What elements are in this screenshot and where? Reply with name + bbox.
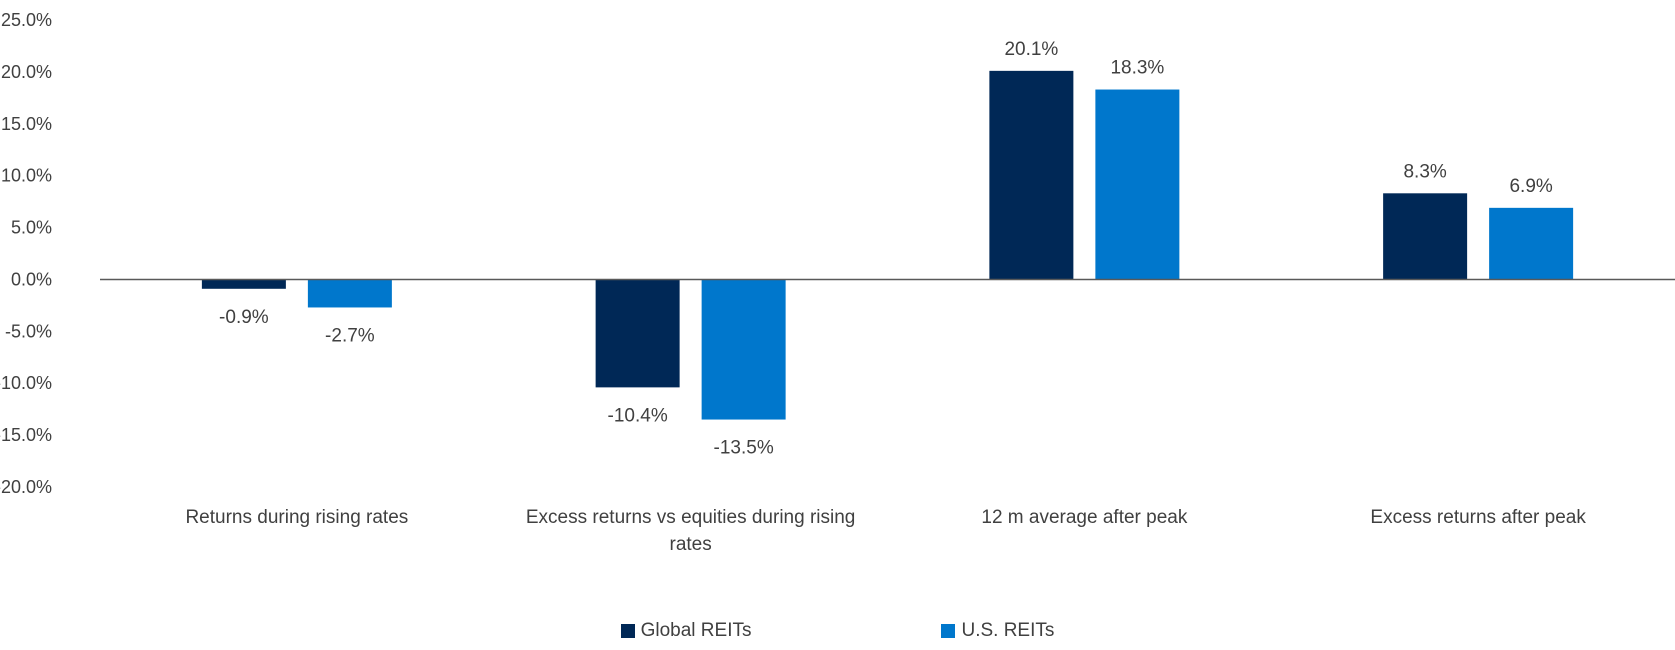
- data-label: -2.7%: [325, 325, 375, 346]
- y-tick-label: -5.0%: [5, 321, 52, 341]
- legend-item-global-reits: Global REITs: [620, 620, 752, 642]
- x-category-label: Returns during rising rates: [185, 507, 408, 528]
- bar-chart: 25.0% 20.0% 15.0% 10.0% 5.0% 0.0% -5.0% -10.0% -…: [0, 10, 1675, 555]
- bar: [701, 279, 786, 420]
- bar: [1383, 193, 1468, 280]
- y-tick-label: 25.0%: [1, 10, 52, 30]
- x-category-label: Excess returns vs equities during rising: [526, 507, 855, 528]
- data-label: -0.9%: [219, 307, 269, 328]
- data-label: 8.3%: [1403, 161, 1446, 182]
- data-label: 18.3%: [1110, 58, 1164, 79]
- bar: [1095, 89, 1180, 280]
- data-label: -10.4%: [608, 405, 668, 426]
- bars: [201, 70, 1574, 420]
- x-category-label: 12 m average after peak: [981, 507, 1187, 528]
- y-tick-label: 15.0%: [1, 114, 52, 134]
- legend: Global REITs U.S. REITs: [0, 620, 1675, 642]
- bar: [201, 279, 286, 289]
- y-tick-label: 20.0%: [1, 62, 52, 82]
- y-tick-label: 10.0%: [1, 166, 52, 186]
- y-tick-label: -15.0%: [0, 425, 52, 445]
- y-tick-label: 5.0%: [11, 218, 52, 238]
- bar: [307, 279, 392, 308]
- legend-label-global-reits: Global REITs: [640, 620, 752, 641]
- y-tick-label: 0.0%: [11, 269, 52, 289]
- legend-item-us-reits: U.S. REITs: [941, 620, 1054, 642]
- x-category-label: Excess returns after peak: [1370, 507, 1586, 528]
- data-label: -13.5%: [714, 438, 774, 459]
- bar: [1489, 207, 1574, 280]
- bar: [595, 279, 680, 388]
- x-axis-labels: Returns during rising rates Excess return…: [185, 507, 1586, 555]
- legend-label-us-reits: U.S. REITs: [961, 620, 1055, 641]
- y-tick-label: -10.0%: [0, 373, 52, 393]
- data-label: 6.9%: [1509, 176, 1552, 197]
- y-axis: 25.0% 20.0% 15.0% 10.0% 5.0% 0.0% -5.0% -10.0% -…: [0, 10, 52, 497]
- x-category-label: rates: [670, 534, 712, 555]
- data-labels: -0.9% -2.7% -10.4% -13.5% 20.1% 18.3% 8.3% 6.9%: [219, 39, 1553, 459]
- legend-swatch-us-reits: [941, 624, 956, 638]
- bar: [989, 70, 1074, 280]
- legend-swatch-global-reits: [620, 624, 635, 638]
- y-tick-label: -20.0%: [0, 477, 52, 497]
- data-label: 20.1%: [1004, 39, 1058, 60]
